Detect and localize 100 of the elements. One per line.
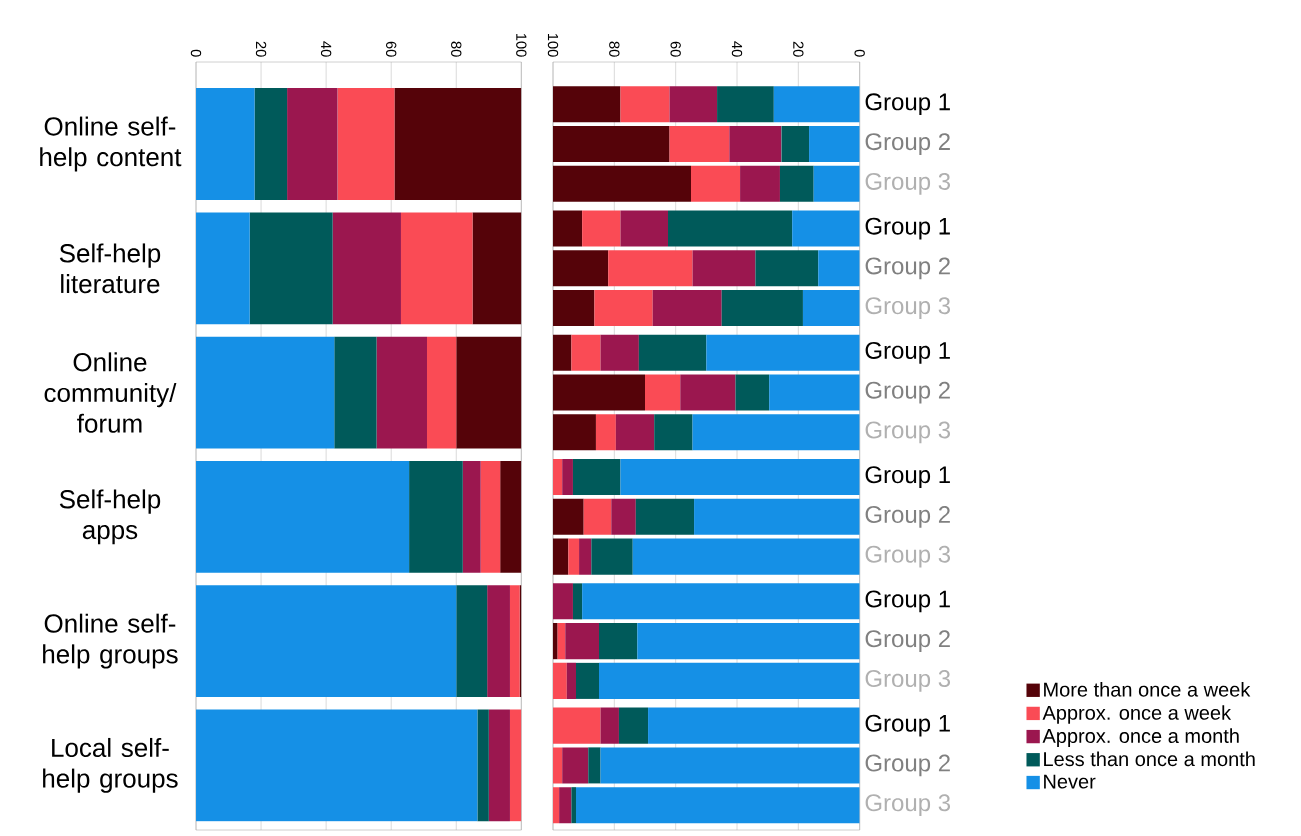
bar (645, 374, 681, 411)
bar (755, 250, 819, 287)
bar (553, 538, 569, 575)
bar (588, 747, 601, 784)
bar (809, 126, 860, 163)
y-tick-label: Group 1 (865, 466, 950, 488)
y-tick-label: Group 3 (865, 297, 951, 319)
bar (692, 414, 860, 451)
bar (576, 787, 860, 824)
bar (196, 88, 255, 200)
bar (553, 250, 609, 287)
bar (254, 88, 288, 200)
bar (394, 88, 522, 200)
bar (456, 336, 522, 449)
bar (553, 414, 596, 451)
bar (568, 538, 580, 575)
bar (717, 86, 774, 123)
bar (599, 623, 638, 660)
x-tick-label: 100 (547, 33, 559, 57)
bar (591, 538, 633, 575)
x-tick-label: 40 (320, 41, 332, 57)
y-tick-label: Group 2 (865, 257, 950, 280)
x-tick-label: 20 (255, 41, 267, 57)
bar (668, 210, 793, 247)
bar (669, 126, 730, 163)
bar (565, 623, 600, 660)
y-tick-label: Group 3 (865, 794, 951, 817)
bar (500, 460, 522, 573)
y-tick-label: Group 1 (865, 590, 950, 613)
bar (472, 212, 522, 325)
bar (781, 126, 810, 163)
bar (376, 336, 427, 449)
bar (792, 210, 860, 247)
legend-label: Less than once a month (1044, 751, 1255, 767)
bar (196, 336, 335, 449)
legend-label: More than once a week (1044, 682, 1251, 697)
bar (632, 538, 860, 575)
x-tick-label: 20 (793, 41, 804, 57)
y-tick-label: Group 2 (865, 133, 950, 155)
bar (818, 250, 860, 287)
x-tick-label: 0 (854, 49, 865, 57)
bar (773, 86, 860, 123)
y-tick-label: Group 3 (865, 172, 951, 195)
y-tick-label: Local self-help groups (43, 737, 178, 793)
bar (620, 86, 670, 123)
bar (802, 290, 860, 327)
bar (721, 290, 803, 327)
bar (615, 414, 655, 451)
bar (477, 709, 489, 822)
bar (553, 662, 567, 699)
bar (735, 374, 770, 411)
bar (456, 585, 488, 698)
bar (562, 747, 589, 784)
y-tick-label: Online self-help content (40, 116, 182, 172)
y-tick-label: Group 3 (865, 670, 951, 692)
bar (462, 460, 481, 573)
bar (509, 709, 522, 822)
bar (509, 585, 520, 698)
bar (196, 585, 457, 698)
y-tick-label: Online self-help groups (43, 613, 178, 669)
legend-label: Never (1044, 774, 1096, 789)
bar (576, 662, 600, 699)
bar (566, 662, 577, 699)
bar (557, 623, 566, 660)
bar (706, 334, 860, 371)
bar (480, 460, 501, 573)
bar (553, 126, 670, 163)
bar (553, 86, 621, 123)
bar (637, 623, 860, 660)
y-tick-label: Group 1 (865, 341, 950, 364)
bar (559, 787, 572, 824)
y-tick-label: Group 1 (865, 93, 950, 116)
bar (196, 709, 478, 822)
bar (553, 290, 595, 327)
bar (332, 212, 401, 325)
bar (409, 460, 463, 573)
bar (334, 336, 377, 449)
bar (583, 498, 612, 535)
bar (487, 585, 510, 698)
y-tick-label: Group 2 (865, 381, 950, 404)
bar (600, 747, 860, 784)
bar (669, 86, 718, 123)
bar (571, 787, 577, 824)
bar (579, 538, 592, 575)
bar (638, 334, 707, 371)
bar (196, 212, 250, 325)
x-tick-label: 60 (670, 41, 681, 57)
x-tick-label: 60 (386, 41, 397, 57)
bar (249, 212, 333, 325)
bar (611, 498, 636, 535)
y-tick-label: Self-help literature (59, 243, 161, 294)
bar (608, 250, 693, 287)
bar (582, 210, 621, 247)
bar (595, 414, 616, 451)
bar (769, 374, 860, 411)
bar (196, 460, 410, 573)
y-tick-label: Group 1 (865, 217, 950, 240)
x-tick-label: 0 (190, 49, 202, 57)
bar (692, 250, 756, 287)
bar (694, 498, 860, 535)
